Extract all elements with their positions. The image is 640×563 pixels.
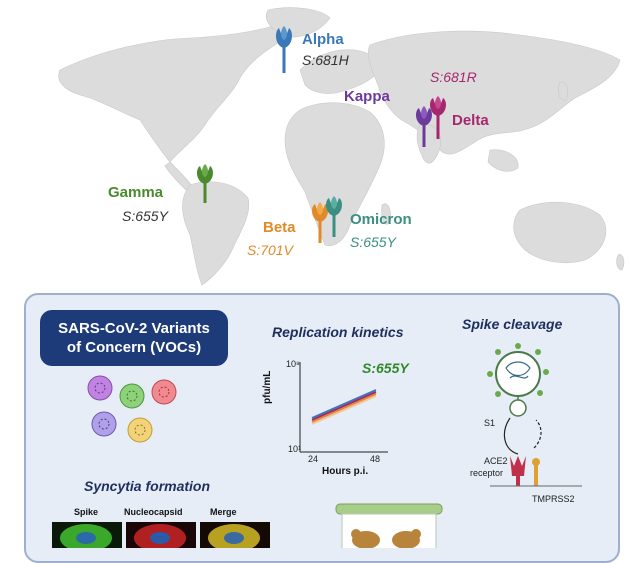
replication-line-4: [311, 395, 377, 425]
japan-landmass: [558, 81, 568, 101]
delta-label: Delta: [452, 112, 489, 129]
y-axis-label: pfu/mL: [262, 370, 273, 404]
ace2-receptor-icon: [510, 456, 526, 476]
syncytia-micrographs: [52, 522, 270, 548]
new-zealand-landmass: [616, 254, 625, 271]
syncytia-title: Syncytia formation: [84, 478, 211, 494]
voc-title-box: SARS-CoV-2 Variants of Concern (VOCs): [40, 310, 228, 366]
kappa-spike-icon: [416, 106, 432, 147]
x-axis-label: Hours p.i.: [322, 466, 369, 477]
gamma-mutation: S:655Y: [122, 208, 168, 224]
southeast-asia-landmass: [487, 149, 519, 172]
ace2-label-line2: receptor: [470, 468, 504, 478]
africa-landmass: [284, 102, 385, 246]
gamma-spike-icon: [197, 164, 213, 203]
x-tick-24: 24: [308, 454, 319, 464]
australia-landmass: [513, 201, 607, 264]
s1-label: S1: [484, 418, 496, 428]
gamma-label: Gamma: [108, 184, 164, 201]
north-america-landmass: [58, 21, 291, 163]
ace2-label-line1: ACE2: [484, 456, 508, 466]
omicron-spike-icon: [326, 196, 342, 237]
s1-subunit-icon: [509, 399, 527, 417]
delta-spike-icon: [430, 96, 446, 139]
asia-landmass: [367, 30, 621, 155]
x-tick-48: 48: [370, 454, 381, 464]
replication-line-1: [311, 389, 377, 419]
image-label-merge: Merge: [210, 507, 237, 517]
y-tick-bottom: 10¹: [288, 444, 302, 454]
madagascar-landmass: [381, 203, 391, 225]
replication-mutation: S:655Y: [362, 360, 409, 376]
image-label-nucleocapsid: Nucleocapsid: [124, 507, 183, 517]
omicron-mutation: S:655Y: [350, 234, 396, 250]
replication-line-2: [311, 391, 377, 421]
central-america-landmass: [164, 161, 193, 191]
alpha-label: Alpha: [302, 31, 344, 48]
spike-cleavage-title: Spike cleavage: [462, 316, 563, 332]
world-map: [58, 7, 625, 286]
image-label-spike: Spike: [74, 507, 99, 517]
tmprss2-label: TMPRSS2: [532, 494, 575, 504]
beta-spike-icon: [312, 202, 328, 243]
alpha-spike-icon: [276, 26, 292, 73]
hamster-cage-icon: [335, 503, 443, 548]
replication-chart: [299, 362, 388, 453]
kappa-label: Kappa: [344, 88, 390, 105]
replication-title: Replication kinetics: [272, 324, 404, 340]
y-tick-top: 10⁸: [286, 359, 300, 369]
beta-mutation: S:701V: [247, 242, 293, 258]
kappa-delta-mutation: S:681R: [430, 69, 477, 85]
voc-title-line2: of Concern (VOCs): [66, 339, 202, 356]
south-america-landmass: [182, 181, 250, 286]
virion-icon: [495, 351, 541, 397]
spike-cleavage-diagram: [487, 343, 582, 487]
virus-cluster-icon: [87, 375, 177, 443]
replication-line-3: [311, 393, 377, 423]
alpha-mutation: S:681H: [302, 52, 349, 68]
beta-label: Beta: [263, 219, 296, 236]
omicron-label: Omicron: [350, 211, 412, 228]
voc-title-line1: SARS-CoV-2 Variants: [58, 320, 210, 337]
